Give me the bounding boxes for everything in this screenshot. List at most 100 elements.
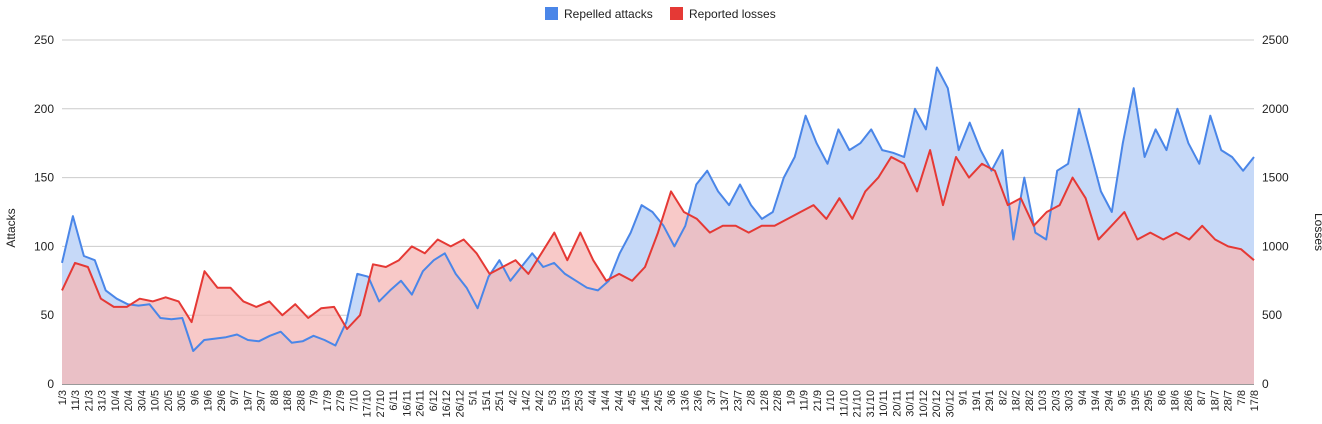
y2-tick-label: 1000 xyxy=(1262,239,1289,253)
x-tick-label: 26/11 xyxy=(415,390,427,417)
x-tick-label: 16/12 xyxy=(441,390,453,418)
y2-tick-label: 2500 xyxy=(1262,33,1289,47)
x-tick-label: 30/11 xyxy=(905,390,917,417)
x-tick-label: 5/1 xyxy=(468,390,480,405)
x-tick-label: 11/10 xyxy=(838,390,850,417)
x-tick-label: 31/10 xyxy=(865,390,877,418)
x-tick-label: 8/6 xyxy=(1156,390,1168,405)
x-tick-label: 19/1 xyxy=(971,390,983,411)
x-tick-label: 9/5 xyxy=(1117,390,1129,405)
y-axis-right-ticks: 0 500 1000 1500 2000 2500 xyxy=(1262,33,1289,391)
x-tick-label: 19/6 xyxy=(203,390,215,411)
x-axis-ticks: 1/3 11/3 21/3 31/3 10/4 20/4 30/4 10/5 20/5 30/5 9… xyxy=(57,390,1261,418)
legend-swatch-reported-losses xyxy=(670,7,683,20)
x-tick-label: 15/3 xyxy=(560,390,572,411)
x-tick-label: 25/3 xyxy=(574,390,586,411)
x-tick-label: 9/7 xyxy=(229,390,241,405)
x-tick-label: 13/6 xyxy=(679,390,691,411)
legend-label-repelled-attacks: Repelled attacks xyxy=(564,7,653,21)
x-tick-label: 24/4 xyxy=(613,390,625,411)
x-tick-label: 10/5 xyxy=(150,390,162,411)
x-tick-label: 27/10 xyxy=(375,390,387,418)
x-tick-label: 30/4 xyxy=(136,390,148,411)
y2-tick-label: 500 xyxy=(1262,308,1282,322)
x-tick-label: 18/8 xyxy=(282,390,294,411)
x-tick-label: 4/2 xyxy=(507,390,519,405)
y-axis-title-losses: Losses xyxy=(1312,213,1322,251)
x-tick-label: 20/5 xyxy=(163,390,175,411)
x-tick-label: 21/10 xyxy=(852,390,864,418)
line-reported-losses xyxy=(61,149,1255,330)
x-tick-label: 29/1 xyxy=(984,390,996,411)
x-tick-label: 28/2 xyxy=(1024,390,1036,411)
x-tick-label: 8/2 xyxy=(997,390,1009,405)
x-tick-label: 18/7 xyxy=(1209,390,1221,411)
x-tick-label: 14/4 xyxy=(600,390,612,411)
x-tick-label: 25/1 xyxy=(494,390,506,411)
x-tick-label: 20/3 xyxy=(1050,390,1062,411)
x-tick-label: 28/7 xyxy=(1223,390,1235,411)
x-tick-label: 3/7 xyxy=(706,390,718,405)
x-tick-label: 9/1 xyxy=(958,390,970,405)
x-tick-label: 17/10 xyxy=(362,390,374,418)
x-tick-label: 31/3 xyxy=(97,390,109,411)
x-tick-label: 29/6 xyxy=(216,390,228,411)
area-reported-losses xyxy=(62,150,1254,384)
y-tick-label: 0 xyxy=(47,377,54,391)
x-tick-label: 9/4 xyxy=(1077,390,1089,405)
y-axis-title-attacks: Attacks xyxy=(4,208,18,247)
x-tick-label: 8/7 xyxy=(1196,390,1208,405)
x-tick-label: 17/9 xyxy=(322,390,334,411)
x-tick-label: 4/5 xyxy=(627,390,639,405)
x-tick-label: 9/6 xyxy=(189,390,201,405)
x-tick-label: 28/8 xyxy=(295,390,307,411)
y-tick-label: 50 xyxy=(41,308,55,322)
x-tick-label: 2/8 xyxy=(746,390,758,405)
x-tick-label: 11/9 xyxy=(799,390,811,411)
x-tick-label: 19/4 xyxy=(1090,390,1102,411)
x-tick-label: 4/4 xyxy=(587,390,599,405)
x-tick-label: 12/8 xyxy=(759,390,771,411)
x-tick-label: 5/3 xyxy=(547,390,559,405)
x-tick-label: 6/11 xyxy=(388,390,400,411)
x-tick-label: 13/7 xyxy=(719,390,731,411)
x-tick-label: 7/8 xyxy=(1236,390,1248,405)
y2-tick-label: 2000 xyxy=(1262,102,1289,116)
x-tick-label: 10/11 xyxy=(878,390,890,417)
x-tick-label: 28/6 xyxy=(1183,390,1195,411)
x-tick-label: 21/9 xyxy=(812,390,824,411)
x-tick-label: 10/3 xyxy=(1037,390,1049,411)
x-tick-label: 10/12 xyxy=(918,390,930,418)
y-tick-label: 200 xyxy=(34,102,54,116)
x-tick-label: 14/5 xyxy=(640,390,652,411)
x-tick-label: 3/6 xyxy=(666,390,678,405)
x-tick-label: 27/9 xyxy=(335,390,347,411)
x-tick-label: 23/7 xyxy=(732,390,744,411)
x-tick-label: 29/4 xyxy=(1103,390,1115,411)
x-tick-label: 26/12 xyxy=(454,390,466,418)
x-tick-label: 19/5 xyxy=(1130,390,1142,411)
legend: Repelled attacks Reported losses xyxy=(545,7,776,21)
x-tick-label: 7/9 xyxy=(309,390,321,405)
series-lines xyxy=(61,66,1255,352)
x-tick-label: 18/6 xyxy=(1170,390,1182,411)
x-tick-label: 6/12 xyxy=(428,390,440,411)
series-areas xyxy=(62,67,1254,384)
y-tick-label: 100 xyxy=(34,239,54,253)
x-tick-label: 10/4 xyxy=(110,390,122,411)
x-tick-label: 23/6 xyxy=(693,390,705,411)
x-tick-label: 15/1 xyxy=(481,390,493,411)
x-tick-label: 17/8 xyxy=(1249,390,1261,411)
line-repelled-attacks xyxy=(61,66,1255,352)
y-tick-label: 150 xyxy=(34,171,54,185)
x-tick-label: 21/3 xyxy=(83,390,95,411)
y-axis-left-ticks: 0 50 100 150 200 250 xyxy=(34,33,54,391)
x-tick-label: 30/12 xyxy=(944,390,956,418)
x-tick-label: 14/2 xyxy=(521,390,533,411)
x-tick-label: 24/2 xyxy=(534,390,546,411)
y2-tick-label: 0 xyxy=(1262,377,1269,391)
legend-swatch-repelled-attacks xyxy=(545,7,558,20)
x-tick-label: 22/8 xyxy=(772,390,784,411)
